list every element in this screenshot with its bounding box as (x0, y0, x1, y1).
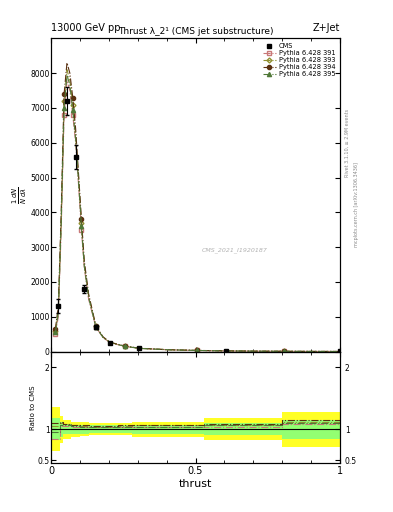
Text: Z+Jet: Z+Jet (312, 23, 340, 33)
Legend: CMS, Pythia 6.428 391, Pythia 6.428 393, Pythia 6.428 394, Pythia 6.428 395: CMS, Pythia 6.428 391, Pythia 6.428 393,… (261, 42, 337, 78)
Text: CMS_2021_I1920187: CMS_2021_I1920187 (201, 247, 267, 253)
Title: Thrust λ_2¹ (CMS jet substructure): Thrust λ_2¹ (CMS jet substructure) (118, 27, 273, 36)
Text: Rivet 3.1.10, ≥ 2.9M events: Rivet 3.1.10, ≥ 2.9M events (345, 109, 350, 178)
X-axis label: thrust: thrust (179, 479, 212, 489)
Y-axis label: Ratio to CMS: Ratio to CMS (30, 385, 36, 430)
Text: mcplots.cern.ch [arXiv:1306.3436]: mcplots.cern.ch [arXiv:1306.3436] (354, 162, 359, 247)
Text: 13000 GeV pp: 13000 GeV pp (51, 23, 121, 33)
Y-axis label: $\frac{1}{N}\frac{dN}{d\lambda}$: $\frac{1}{N}\frac{dN}{d\lambda}$ (11, 186, 29, 204)
